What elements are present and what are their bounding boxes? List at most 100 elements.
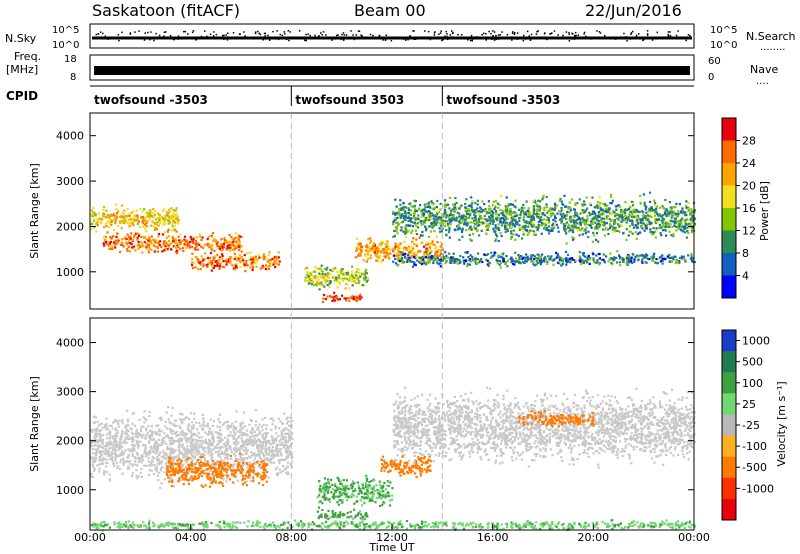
power-cell xyxy=(491,215,494,219)
nsky-mark xyxy=(138,30,140,32)
power-cell xyxy=(117,239,120,242)
power-cell xyxy=(579,220,582,223)
velocity-cell xyxy=(98,444,101,447)
power-cell xyxy=(678,203,681,206)
power-cell xyxy=(370,239,373,242)
power-cell xyxy=(177,222,180,225)
power-cell xyxy=(112,241,116,244)
nsearch-tick-bottom: 10^0 xyxy=(710,40,737,51)
power-cell xyxy=(587,254,590,257)
power-cell xyxy=(274,259,277,262)
power-cell xyxy=(230,244,233,247)
velocity-cell xyxy=(249,419,252,422)
power-cell xyxy=(271,257,274,261)
power-cell xyxy=(578,228,581,231)
power-cell xyxy=(122,245,125,248)
power-cell xyxy=(452,252,455,255)
velocity-cell xyxy=(273,455,277,458)
power-cell xyxy=(118,250,122,254)
power-cell xyxy=(424,229,428,232)
power-cell xyxy=(118,215,122,218)
velocity-cell xyxy=(102,457,105,460)
velocity-cell xyxy=(208,430,211,433)
power-cell xyxy=(439,250,442,253)
power-cell xyxy=(449,256,452,259)
nsky-mark xyxy=(568,40,571,42)
power-cell xyxy=(449,221,452,224)
power-cell xyxy=(504,262,507,265)
velocity-cell xyxy=(164,457,167,460)
power-cell xyxy=(277,251,280,254)
nsky-mark xyxy=(568,33,570,36)
power-cell xyxy=(653,211,656,214)
power-cell xyxy=(144,236,147,239)
power-cell xyxy=(366,246,369,249)
velocity-cell xyxy=(172,429,175,433)
power-cell xyxy=(159,240,162,243)
power-cell xyxy=(114,219,117,223)
velocity-cell xyxy=(187,424,190,428)
power-cell xyxy=(336,280,339,283)
velocity-cell xyxy=(274,425,277,428)
power-cell xyxy=(549,229,552,233)
power-cell xyxy=(660,226,663,229)
power-cell xyxy=(365,272,368,275)
power-cell xyxy=(192,267,195,270)
power-cell xyxy=(97,212,100,215)
velocity-cell xyxy=(147,464,150,467)
power-cell xyxy=(335,296,338,299)
power-cell xyxy=(165,241,168,244)
power-cell xyxy=(524,211,527,214)
power-cell xyxy=(224,259,227,263)
power-cell xyxy=(543,206,546,209)
velocity-cell xyxy=(91,463,94,466)
power-cell xyxy=(584,229,587,232)
velocity-cell xyxy=(124,425,127,428)
nsky-mark xyxy=(449,34,452,36)
power-cell xyxy=(495,233,498,236)
power-cell xyxy=(438,210,441,214)
power-cell xyxy=(499,208,502,211)
power-cell xyxy=(214,240,217,243)
power-cell xyxy=(602,212,605,216)
velocity-cell xyxy=(265,432,268,435)
power-cell xyxy=(392,250,395,253)
power-cell xyxy=(626,259,629,262)
power-cell xyxy=(443,208,446,211)
power-cell xyxy=(174,238,177,241)
power-cell xyxy=(392,254,395,257)
power-cell xyxy=(506,217,509,220)
power-cell xyxy=(398,257,401,260)
power-cell xyxy=(586,207,589,210)
power-cell xyxy=(651,231,654,234)
power-cell xyxy=(627,234,630,237)
velocity-cell xyxy=(100,442,104,445)
power-cell xyxy=(628,218,631,222)
power-cell xyxy=(381,249,384,252)
power-cell xyxy=(315,284,318,287)
power-cell xyxy=(557,230,560,233)
power-cell xyxy=(232,238,235,241)
velocity-cell xyxy=(181,429,184,432)
power-cell xyxy=(146,242,149,245)
power-colorbar-swatch xyxy=(722,208,736,231)
power-cell xyxy=(657,218,660,221)
velocity-cell xyxy=(273,449,276,452)
nsky-mark xyxy=(457,33,459,36)
power-cell xyxy=(229,258,232,262)
power-cell xyxy=(437,249,440,252)
power-cell xyxy=(127,245,130,248)
power-cell xyxy=(538,261,541,264)
power-cell xyxy=(428,258,431,261)
velocity-cell xyxy=(185,461,188,464)
power-cell xyxy=(625,262,628,265)
power-cell xyxy=(423,262,426,265)
power-cell xyxy=(576,218,579,221)
power-cell xyxy=(395,227,399,231)
power-cell xyxy=(509,222,512,225)
power-cell xyxy=(394,253,397,256)
nave-tick-bottom: 0 xyxy=(708,72,714,83)
power-cell xyxy=(210,263,213,266)
power-cell xyxy=(637,210,640,213)
power-cell xyxy=(93,211,96,214)
